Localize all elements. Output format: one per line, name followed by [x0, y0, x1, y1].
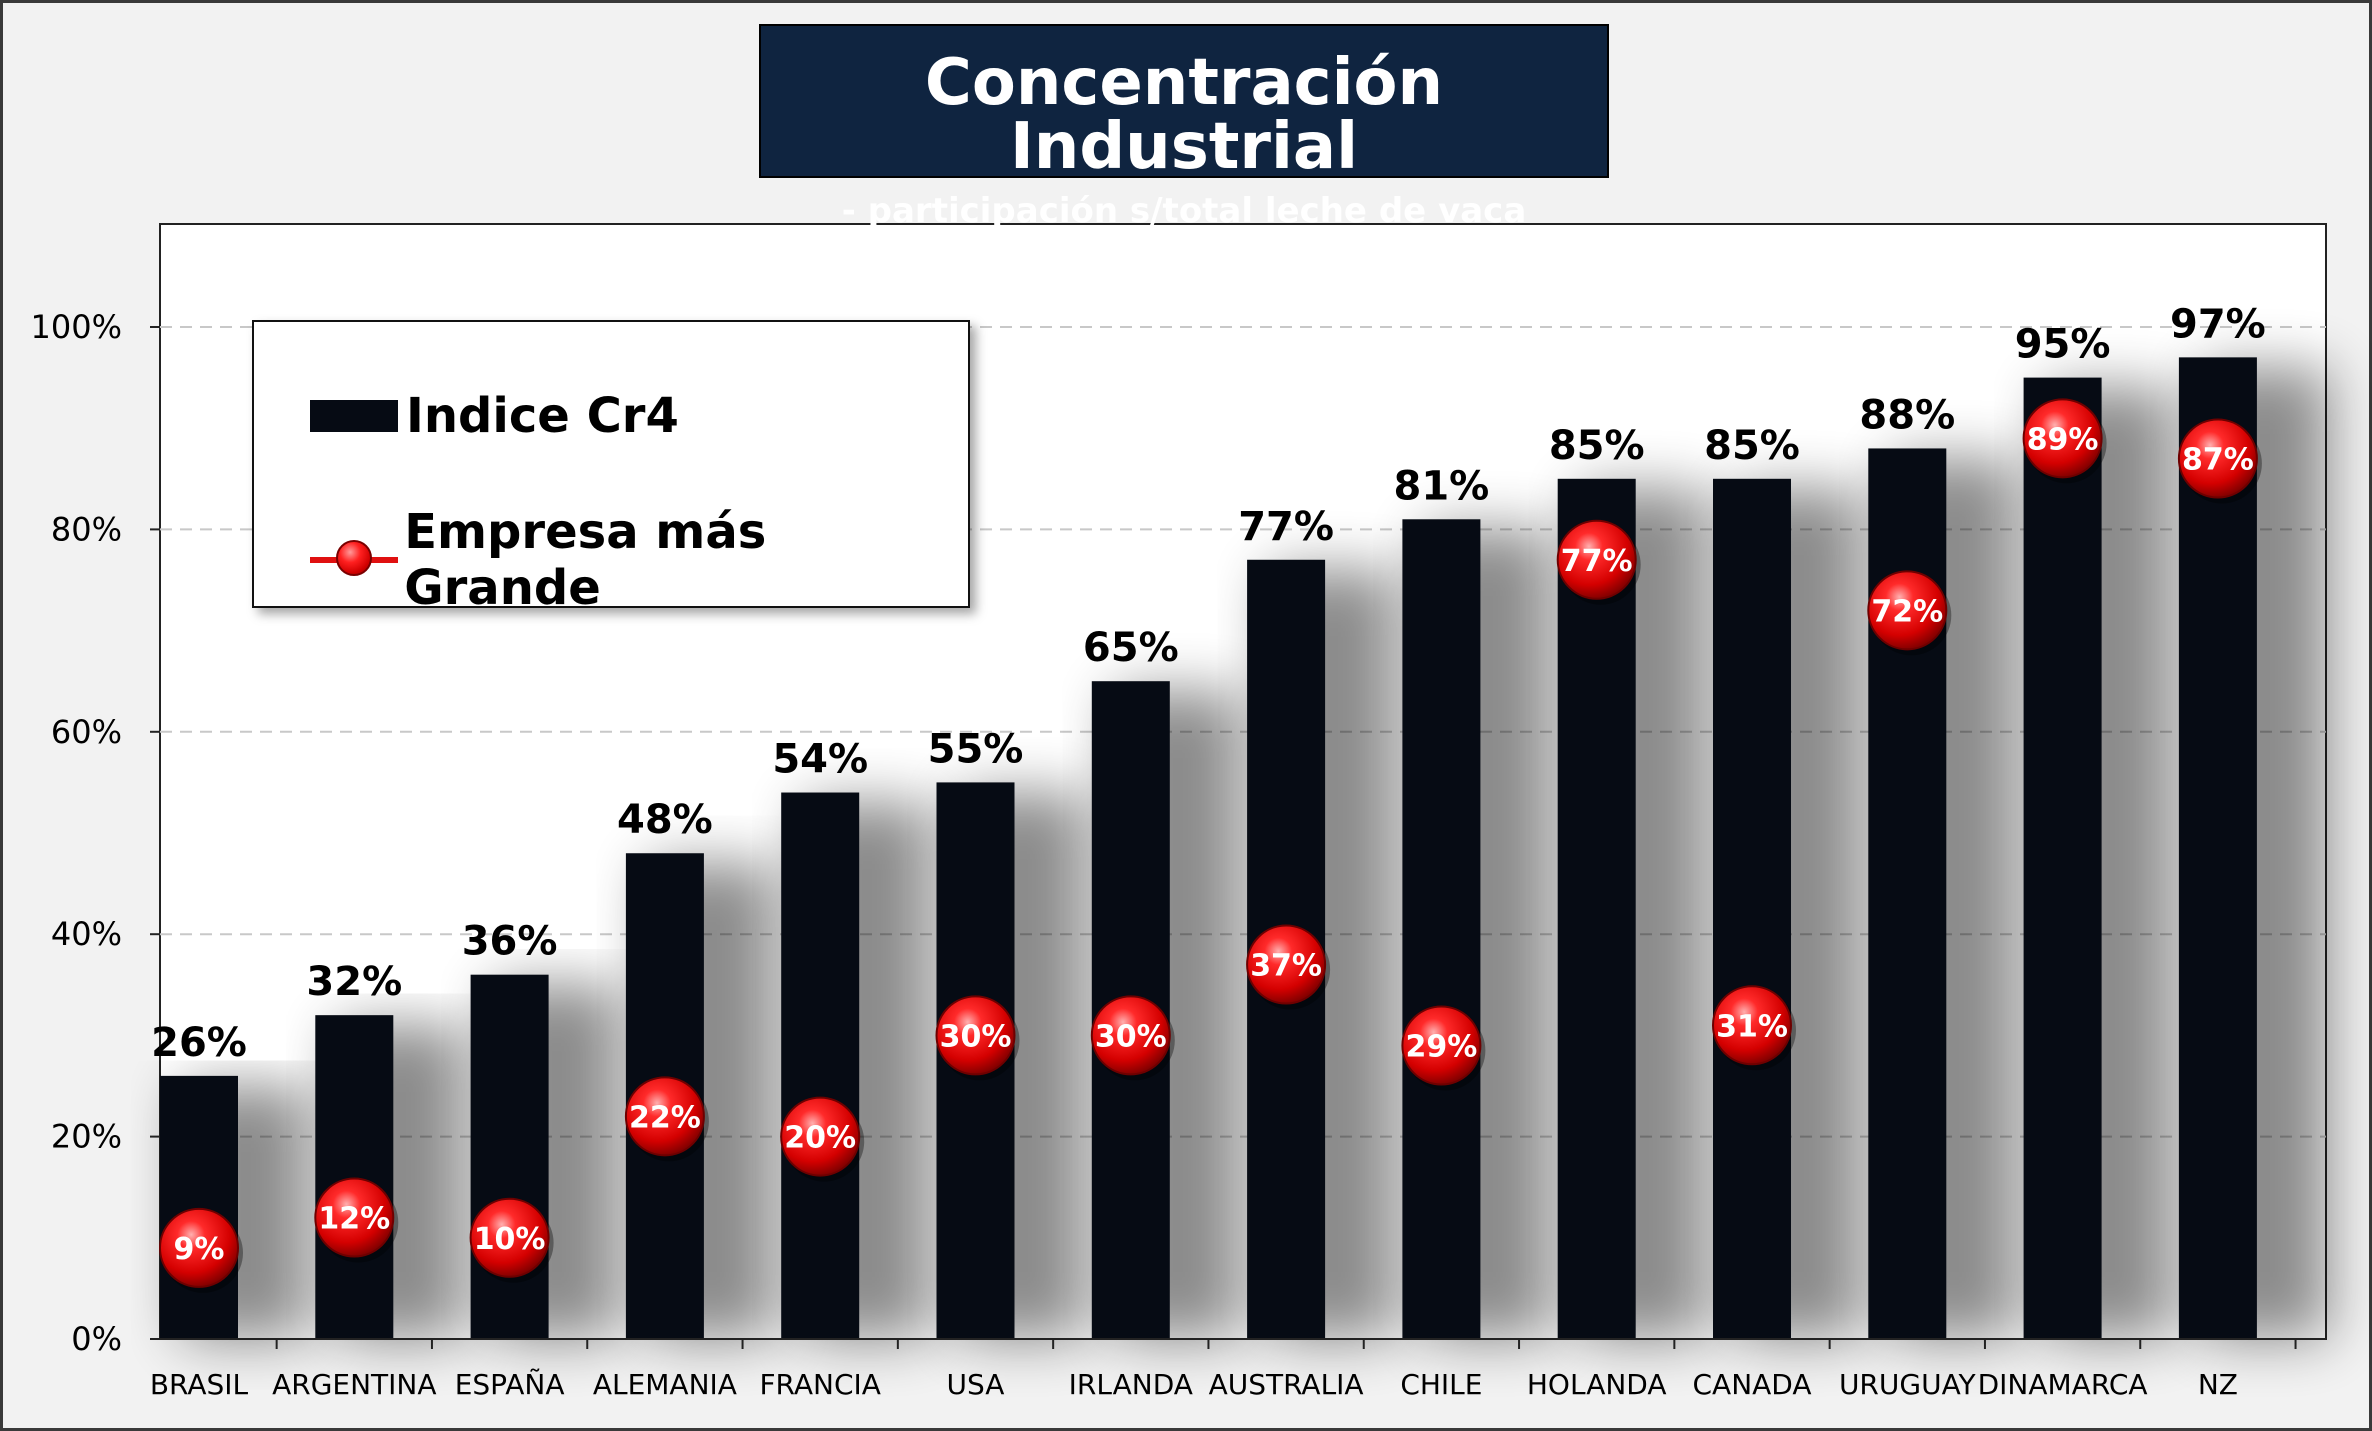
x-category-label: NZ — [2198, 1368, 2238, 1401]
marker-point — [2022, 398, 2103, 479]
x-category-label: ALEMANIA — [593, 1368, 737, 1401]
bar-value-label: 54% — [772, 737, 868, 783]
bar-value-label: 95% — [2015, 322, 2111, 368]
marker-point — [1246, 924, 1327, 1005]
y-tick-label: 20% — [51, 1118, 122, 1156]
bar-chile — [1402, 519, 1481, 1339]
marker-point — [624, 1076, 705, 1157]
legend: Indice Cr4 Empresa más Grande — [252, 320, 970, 616]
legend-label-empresa: Empresa más Grande — [404, 504, 767, 616]
x-category-label: CANADA — [1692, 1368, 1811, 1401]
y-tick-label: 60% — [51, 713, 122, 751]
x-category-label: FRANCIA — [759, 1368, 881, 1401]
legend-swatch-bar — [310, 400, 398, 432]
marker-value-label: 37% — [1250, 949, 1322, 984]
x-category-label: DINAMARCA — [1978, 1368, 2148, 1401]
x-category-label: ARGENTINA — [272, 1368, 436, 1401]
bar-value-label: 36% — [462, 919, 558, 965]
y-tick-label: 80% — [51, 510, 122, 548]
legend-item-cr4: Indice Cr4 — [254, 386, 679, 446]
bar-value-label: 55% — [928, 726, 1024, 772]
legend-marker-dot-icon — [336, 540, 372, 576]
marker-value-label: 30% — [940, 1019, 1012, 1054]
marker-point — [1712, 985, 1792, 1066]
x-category-label: ESPAÑA — [455, 1368, 565, 1401]
bar-value-label: 48% — [617, 797, 713, 843]
x-category-label: IRLANDA — [1069, 1368, 1193, 1401]
marker-value-label: 87% — [2182, 443, 2254, 478]
bar-value-label: 26% — [151, 1020, 247, 1066]
x-category-label: HOLANDA — [1527, 1368, 1667, 1401]
marker-point — [780, 1096, 861, 1177]
bar-value-label: 85% — [1704, 423, 1800, 469]
y-tick-label: 0% — [71, 1320, 122, 1358]
marker-point — [469, 1197, 550, 1278]
marker-value-label: 31% — [1716, 1009, 1788, 1044]
bar-brasil — [160, 1075, 238, 1339]
marker-value-label: 10% — [474, 1222, 546, 1257]
bar-francia — [781, 792, 860, 1339]
data-labels: 26% 32% 36% 48% 54% 55% 65% 77% 81% 85% 85% 88% 95% 9… — [151, 301, 2266, 1066]
x-category-label: BRASIL — [150, 1368, 249, 1401]
marker-value-label: 30% — [1095, 1019, 1167, 1054]
marker-value-label: 77% — [1561, 544, 1633, 579]
bar-dinamarca — [2023, 377, 2102, 1340]
y-tick-label: 100% — [31, 308, 122, 346]
legend-swatch-marker — [310, 540, 398, 580]
axes: 0% 20% 40% 60% 80% 100% BRASIL ARGENTINA ESPAÑA A… — [31, 308, 2326, 1401]
marker-series: 9% 12% 10% 22% 20% 30% 30% 37% 29% 77% 31% 72% 89% 87… — [159, 398, 2262, 1293]
x-category-label: CHILE — [1400, 1368, 1482, 1401]
x-category-label: URUGUAY — [1839, 1368, 1977, 1401]
bar-value-label: 77% — [1238, 504, 1334, 550]
marker-value-label: 22% — [629, 1100, 701, 1135]
bar-value-label: 88% — [1859, 392, 1955, 438]
marker-point — [1867, 570, 1948, 651]
marker-value-label: 72% — [1871, 594, 1943, 629]
marker-point — [2177, 418, 2258, 499]
bar-value-label: 65% — [1083, 625, 1179, 671]
marker-point — [314, 1177, 395, 1258]
bar-nz — [2178, 357, 2257, 1339]
marker-value-label: 89% — [2027, 422, 2099, 457]
chart-subtitle: - participación s/total leche de vaca pr… — [841, 191, 1527, 265]
marker-value-label: 9% — [174, 1232, 225, 1267]
chart-title: Concentración Industrial — [924, 46, 1444, 184]
bar-value-label: 32% — [306, 959, 402, 1005]
bar-value-label: 81% — [1394, 463, 1490, 509]
marker-point — [1090, 995, 1171, 1076]
marker-point — [1401, 1005, 1482, 1086]
x-category-label: AUSTRALIA — [1209, 1368, 1364, 1401]
marker-value-label: 20% — [784, 1121, 856, 1156]
marker-value-label: 29% — [1405, 1030, 1477, 1065]
legend-item-empresa: Empresa más Grande — [254, 504, 968, 616]
marker-point — [935, 995, 1016, 1076]
marker-value-label: 12% — [318, 1202, 390, 1237]
bar-value-label: 97% — [2170, 301, 2266, 347]
title-box: Concentración Industrial - participación… — [759, 24, 1609, 262]
y-tick-label: 40% — [51, 915, 122, 953]
marker-point — [159, 1207, 239, 1288]
bar-holanda — [1557, 478, 1636, 1339]
bar-series — [160, 357, 2257, 1340]
legend-label-cr4: Indice Cr4 — [406, 388, 679, 444]
marker-point — [1556, 519, 1637, 600]
bar-argentina — [315, 1015, 394, 1339]
bar-canada — [1713, 478, 1791, 1339]
x-category-label: USA — [947, 1368, 1005, 1401]
bar-value-label: 85% — [1549, 423, 1645, 469]
bar-españa — [470, 974, 549, 1339]
